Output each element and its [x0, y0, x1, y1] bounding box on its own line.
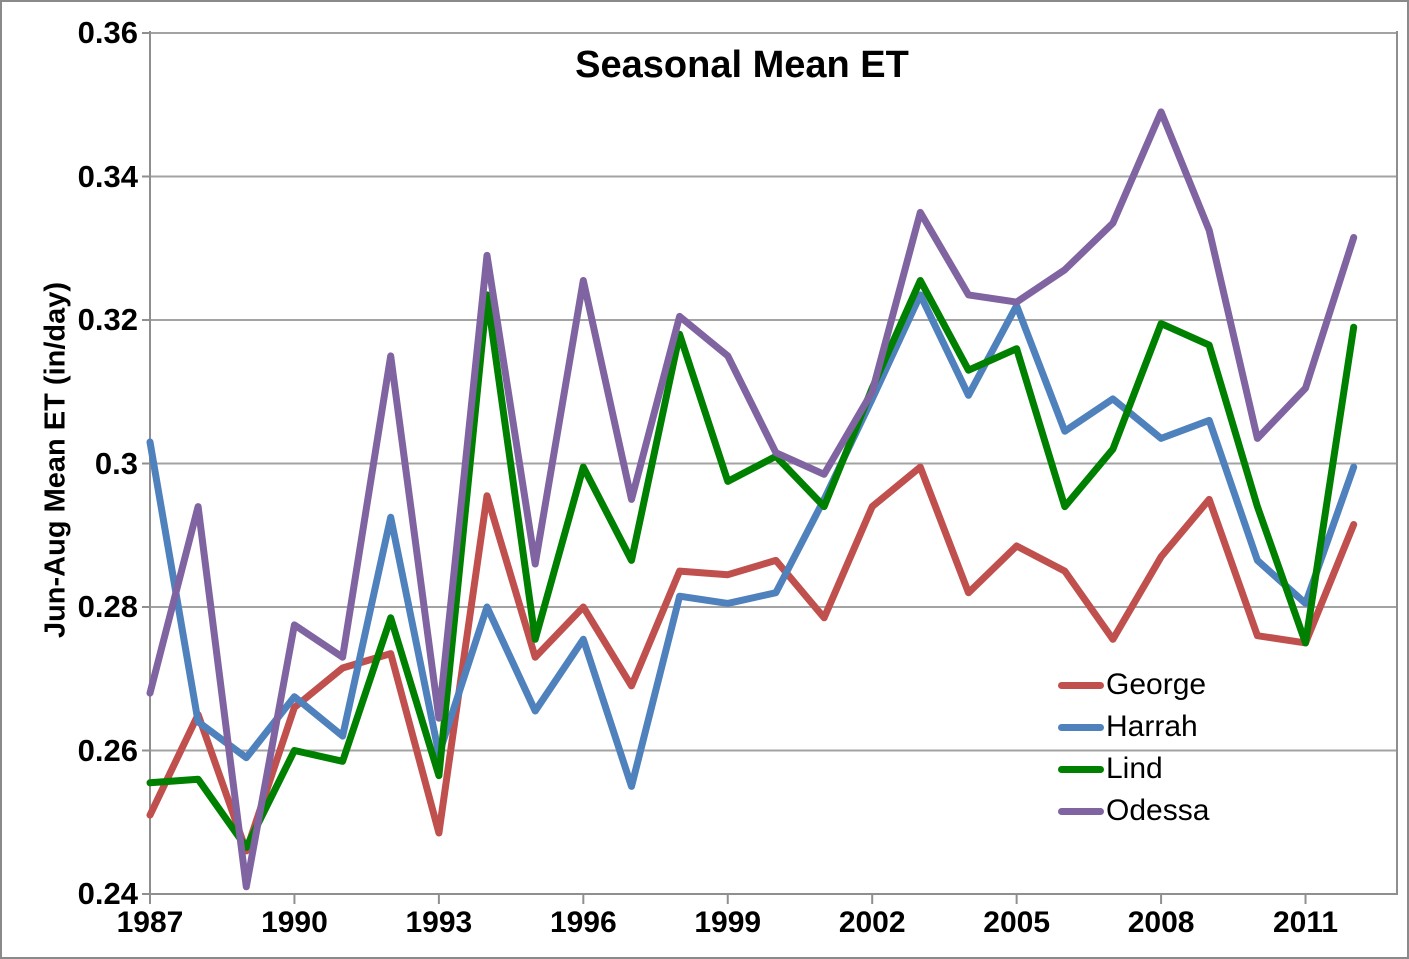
legend-label: George — [1106, 668, 1207, 701]
y-tick-label: 0.36 — [77, 15, 138, 50]
x-tick-label: 2011 — [1272, 906, 1339, 939]
series-line-george — [146, 463, 1358, 855]
chart-title: Seasonal Mean ET — [575, 44, 909, 86]
series-line-odessa — [146, 108, 1358, 891]
legend-item-lind: Lind — [1058, 748, 1209, 790]
y-tick-label: 0.26 — [77, 732, 138, 768]
legend-item-george: George — [1058, 664, 1209, 706]
legend-line-swatch — [1058, 723, 1104, 731]
series-line-lind — [146, 277, 1358, 851]
x-tick-label: 1996 — [549, 906, 617, 939]
y-tick-label: 0.24 — [77, 876, 138, 911]
legend-label: Lind — [1106, 752, 1163, 785]
y-tick-label: 0.28 — [77, 589, 138, 624]
legend-line-swatch — [1058, 765, 1104, 773]
x-tick-label: 2008 — [1127, 906, 1195, 939]
legend-item-odessa: Odessa — [1058, 790, 1209, 832]
legend-label: Odessa — [1106, 794, 1210, 827]
x-tick-label: 1999 — [694, 906, 762, 939]
legend-item-harrah: Harrah — [1058, 706, 1209, 748]
legend: George Harrah Lind Odessa — [1058, 664, 1209, 832]
x-tick-label: 2005 — [983, 906, 1051, 939]
y-tick-label: 0.34 — [77, 158, 138, 194]
x-tick-label: 2002 — [838, 906, 906, 939]
x-tick-label: 1987 — [116, 906, 184, 939]
y-tick-label: 0.3 — [94, 445, 138, 481]
legend-line-swatch — [1058, 807, 1104, 815]
x-tick-label: 1993 — [405, 906, 473, 939]
x-tick-label: 1990 — [261, 906, 328, 939]
series-line-harrah — [146, 291, 1358, 790]
legend-line-swatch — [1058, 681, 1104, 689]
y-tick-label: 0.32 — [77, 302, 138, 337]
legend-label: Harrah — [1106, 710, 1198, 743]
